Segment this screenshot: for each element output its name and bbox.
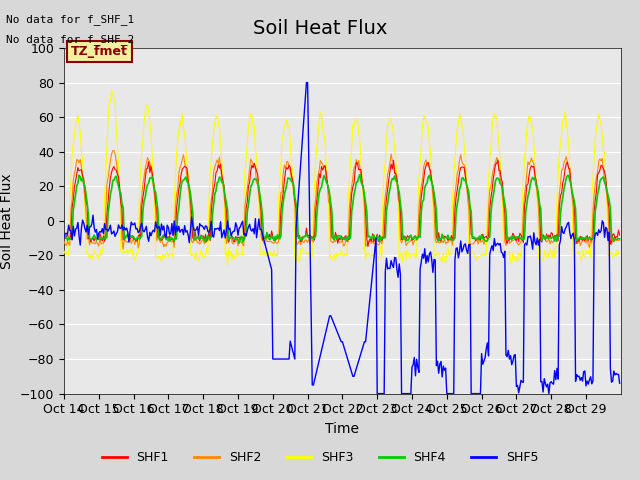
Legend: SHF1, SHF2, SHF3, SHF4, SHF5: SHF1, SHF2, SHF3, SHF4, SHF5 [97, 446, 543, 469]
Text: No data for f_SHF_2: No data for f_SHF_2 [6, 34, 134, 45]
X-axis label: Time: Time [325, 422, 360, 436]
Text: No data for f_SHF_1: No data for f_SHF_1 [6, 14, 134, 25]
Text: Soil Heat Flux: Soil Heat Flux [253, 19, 387, 38]
Y-axis label: Soil Heat Flux: Soil Heat Flux [1, 173, 14, 269]
Text: TZ_fmet: TZ_fmet [71, 45, 128, 58]
